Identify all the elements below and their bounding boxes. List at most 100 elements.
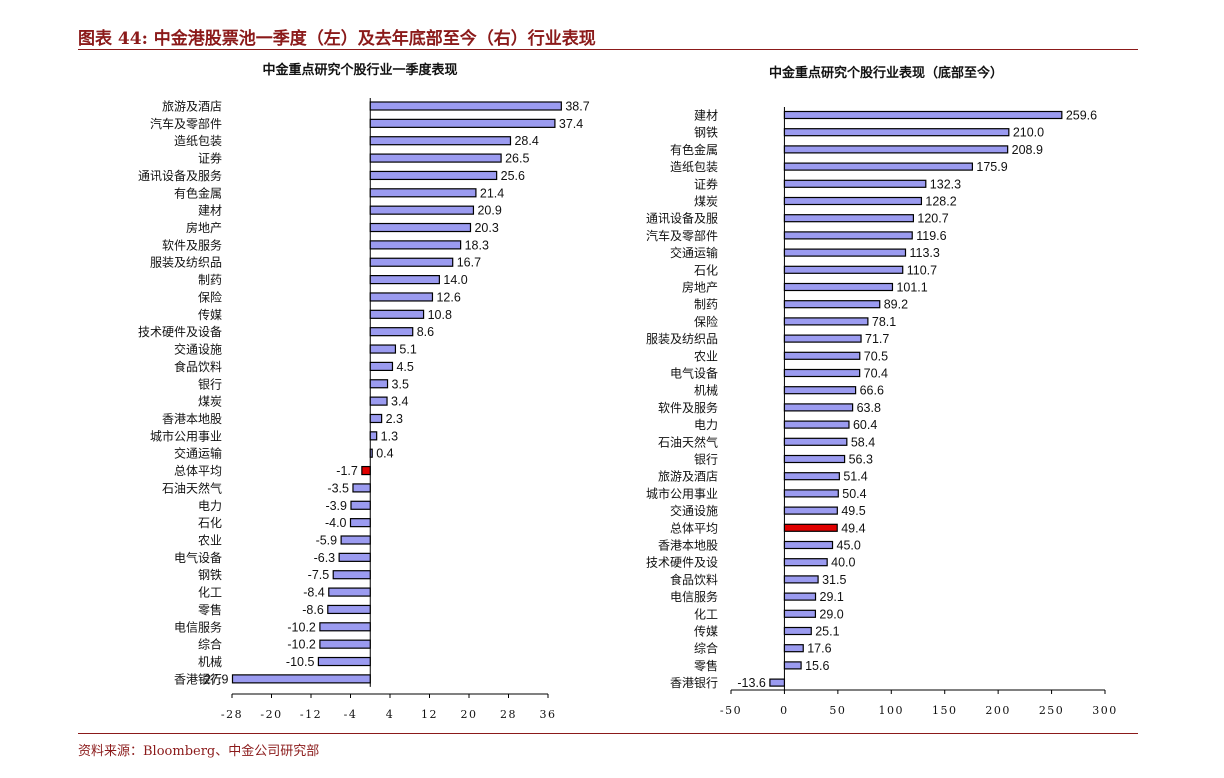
right-value-label: 17.6 <box>807 642 831 656</box>
right-category-label: 香港银行 <box>670 676 718 690</box>
right-category-label: 旅游及酒店 <box>658 470 718 484</box>
right-bar <box>783 420 850 429</box>
right-value-label: 50.4 <box>842 487 866 501</box>
right-category-label: 总体平均 <box>670 521 718 535</box>
left-bar <box>317 656 371 667</box>
right-x-tick-label: 150 <box>932 704 958 717</box>
right-category-label: 电信服务 <box>670 589 718 604</box>
right-value-label: 40.0 <box>831 556 855 570</box>
left-category-label: 服装及纺织品 <box>150 256 222 270</box>
right-category-label: 建材 <box>694 109 718 123</box>
right-bar <box>783 300 881 309</box>
left-category-label: 保险 <box>198 289 222 304</box>
source-note: 资料来源：Bloomberg、中金公司研究部 <box>78 744 320 759</box>
left-value-label: -8.6 <box>302 603 324 617</box>
left-value-label: -1.7 <box>336 464 358 478</box>
right-category-label: 食品饮料 <box>670 572 718 587</box>
right-bar-average <box>783 523 838 532</box>
left-chart-title: 中金重点研究个股行业一季度表现 <box>262 62 457 78</box>
right-bar <box>783 110 1063 120</box>
right-category-label: 传媒 <box>694 624 718 639</box>
left-bar <box>369 136 512 146</box>
right-category-label: 化工 <box>694 607 718 621</box>
left-bar <box>349 518 371 528</box>
right-bar <box>783 128 1010 137</box>
right-bar <box>783 626 812 636</box>
left-bar <box>332 570 371 580</box>
left-category-label: 石化 <box>198 516 222 530</box>
left-category-label: 钢铁 <box>198 568 222 582</box>
right-bar <box>783 334 862 343</box>
right-bar <box>783 540 834 550</box>
right-value-label: 70.4 <box>864 367 888 381</box>
right-category-label: 造纸包装 <box>670 160 718 174</box>
right-category-label: 通讯设备及服 <box>646 212 718 226</box>
left-x-tick-label: 12 <box>421 708 438 721</box>
right-value-label: 49.5 <box>841 504 865 518</box>
right-bar <box>783 145 1009 154</box>
left-value-label: 38.7 <box>565 100 589 114</box>
right-category-label: 机械 <box>694 383 718 398</box>
left-value-label: -3.9 <box>325 499 347 513</box>
left-value-label: 8.6 <box>417 325 434 339</box>
left-bar <box>369 275 440 285</box>
right-bar <box>783 317 869 326</box>
right-category-label: 香港本地股 <box>658 539 718 553</box>
right-value-label: 49.4 <box>841 521 865 535</box>
right-value-label: 119.6 <box>916 229 946 243</box>
left-value-label: -10.5 <box>286 655 315 669</box>
left-category-label: 煤炭 <box>198 395 222 409</box>
right-x-tick-label: 200 <box>985 704 1011 717</box>
left-category-label: 技术硬件及设备 <box>138 325 222 339</box>
left-bar <box>369 448 373 458</box>
right-value-label: 132.3 <box>930 177 961 191</box>
right-category-label: 证券 <box>694 176 718 191</box>
left-category-label: 电气设备 <box>174 550 222 565</box>
right-x-tick-label: 100 <box>879 704 905 717</box>
left-value-label: 0.4 <box>376 447 393 461</box>
left-value-label: 37.4 <box>559 117 583 131</box>
left-category-label: 零售 <box>198 602 222 617</box>
left-value-label: 3.5 <box>392 377 409 391</box>
right-category-label: 软件及服务 <box>658 400 718 415</box>
right-x-tick-label: -50 <box>720 704 742 717</box>
left-value-label: 14.0 <box>443 273 467 287</box>
left-bar <box>352 483 371 493</box>
left-x-tick-label: -20 <box>260 708 282 721</box>
left-x-tick-label: 36 <box>540 708 557 721</box>
left-bar <box>369 431 378 441</box>
right-x-tick-label: 0 <box>780 704 789 717</box>
left-bar <box>369 379 389 389</box>
left-category-label: 电信服务 <box>174 619 222 634</box>
left-value-label: 20.9 <box>477 204 501 218</box>
right-bar <box>783 609 817 618</box>
left-category-label: 造纸包装 <box>174 134 222 148</box>
right-bar <box>783 179 927 188</box>
left-category-label: 香港银行 <box>174 672 222 686</box>
left-value-label: -7.5 <box>308 568 330 582</box>
left-bar <box>319 622 371 632</box>
right-category-label: 城市公用事业 <box>646 486 718 501</box>
right-value-label: 60.4 <box>853 418 877 432</box>
left-value-label: 10.8 <box>428 308 452 322</box>
right-bar <box>783 196 923 206</box>
left-category-label: 证券 <box>198 151 222 166</box>
figure-title: 图表 44: 中金港股票池一季度（左）及去年底部至今（右）行业表现 <box>78 29 596 49</box>
right-value-label: 78.1 <box>872 315 896 329</box>
right-category-label: 技术硬件及设 <box>646 556 718 570</box>
left-x-tick-label: 28 <box>500 708 517 721</box>
left-category-label: 交通运输 <box>174 446 222 461</box>
left-value-label: -4.0 <box>325 516 347 530</box>
right-value-label: 208.9 <box>1012 143 1043 157</box>
left-bar <box>319 639 371 649</box>
left-value-label: 16.7 <box>457 256 481 270</box>
right-category-label: 有色金属 <box>670 142 718 157</box>
right-value-label: 259.6 <box>1066 109 1097 123</box>
right-bar <box>783 351 861 360</box>
left-bar <box>350 500 371 510</box>
right-value-label: 70.5 <box>864 349 888 363</box>
right-category-label: 制药 <box>694 298 718 312</box>
right-bar <box>783 162 973 171</box>
header-divider <box>78 49 1138 50</box>
